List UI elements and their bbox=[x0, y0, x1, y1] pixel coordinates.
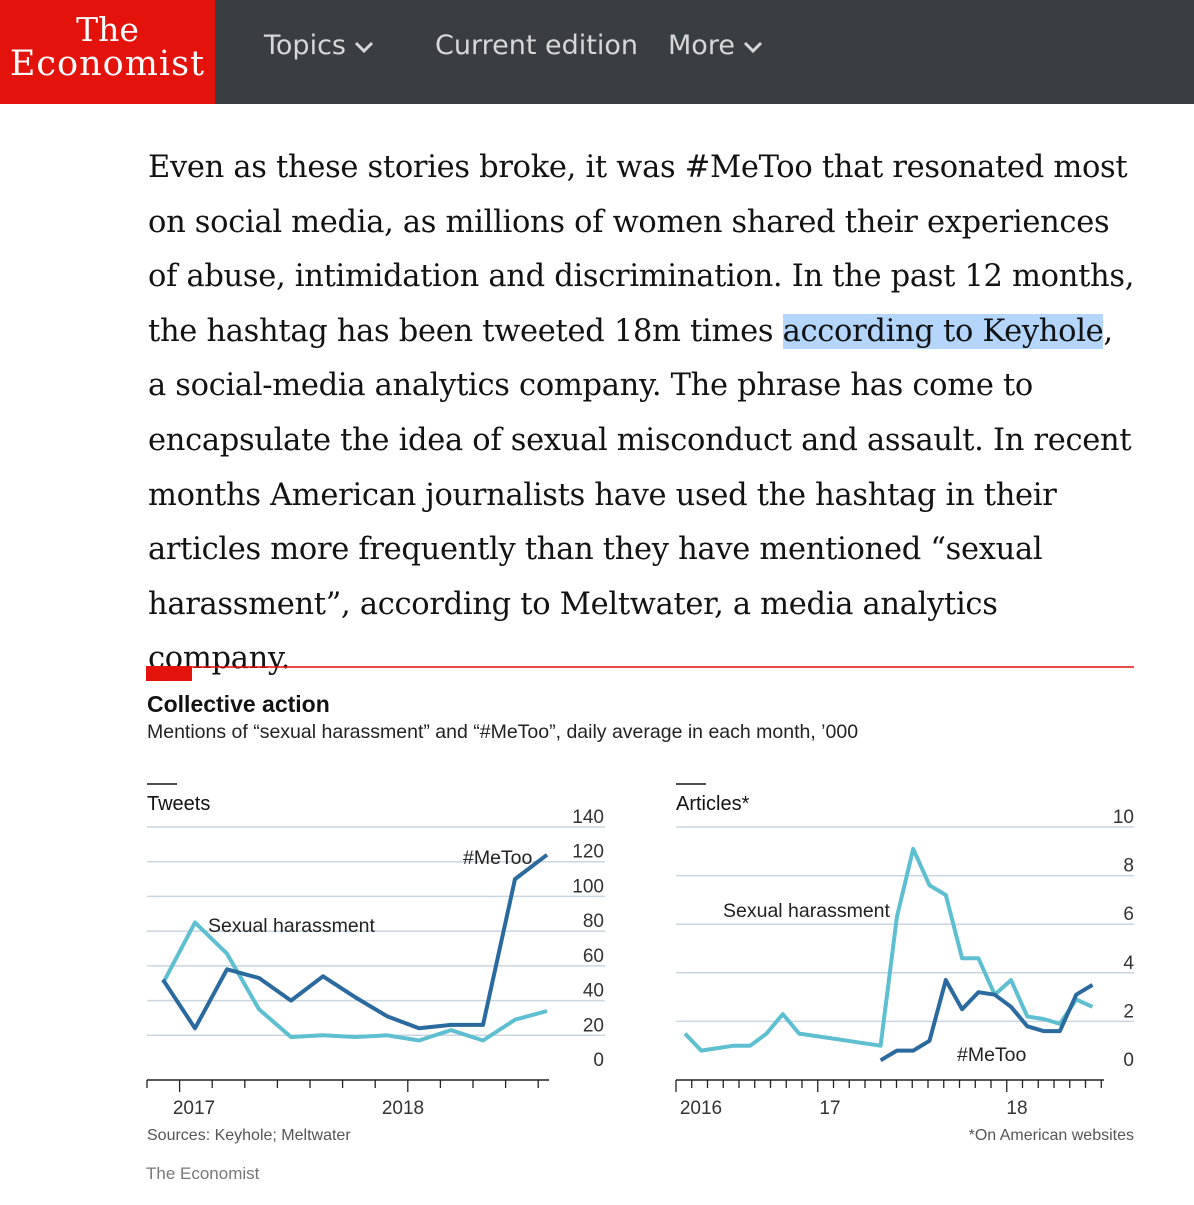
nav-current-edition[interactable]: Current edition bbox=[435, 30, 638, 61]
tweets-panel-title: Tweets bbox=[147, 793, 210, 815]
y-tick-label: 0 bbox=[593, 1050, 604, 1071]
selected-text-keyhole-link[interactable]: according to Keyhole bbox=[782, 313, 1104, 349]
nav-topics[interactable]: Topics bbox=[264, 30, 374, 61]
logo-line-2: Economist bbox=[9, 44, 206, 84]
y-tick-label: 120 bbox=[572, 842, 604, 863]
articles-panel-title: Articles* bbox=[676, 793, 750, 815]
y-tick-label: 40 bbox=[583, 981, 604, 1002]
top-navigation-bar: The Economist Topics Current edition Mor… bbox=[0, 0, 1194, 104]
paragraph-text-after: , a social-media analytics company. The … bbox=[148, 313, 1132, 677]
nav-current-edition-label: Current edition bbox=[435, 30, 638, 61]
chart-source: Sources: Keyhole; Meltwater bbox=[147, 1127, 351, 1144]
x-tick-label: 2016 bbox=[680, 1098, 722, 1119]
x-tick-label: 2018 bbox=[382, 1098, 424, 1119]
y-tick-label: 80 bbox=[583, 911, 604, 932]
articles-panel: 0 2 4 6 8 10 2016 17 18 Sexual harassment #MeToo bbox=[675, 807, 1134, 1119]
nav-topics-label: Topics bbox=[264, 30, 346, 61]
x-tick-label: 18 bbox=[1006, 1098, 1027, 1119]
nav-more[interactable]: More bbox=[668, 30, 763, 61]
y-tick-label: 10 bbox=[1113, 807, 1134, 828]
article-body: Even as these stories broke, it was #MeT… bbox=[148, 141, 1138, 687]
chart-figure: Collective action Mentions of “sexual ha… bbox=[0, 660, 1194, 1200]
chart-title: Collective action bbox=[147, 691, 330, 717]
y-tick-label: 0 bbox=[1123, 1050, 1134, 1071]
series-label: #MeToo bbox=[463, 847, 533, 869]
y-tick-label: 6 bbox=[1123, 904, 1134, 925]
chart-svg: Collective action Mentions of “sexual ha… bbox=[146, 666, 1134, 1183]
series-line-metoo bbox=[161, 853, 549, 1031]
y-tick-label: 100 bbox=[572, 876, 604, 897]
chevron-down-icon bbox=[354, 41, 374, 53]
series-label: Sexual harassment bbox=[723, 900, 891, 922]
y-tick-label: 2 bbox=[1123, 1001, 1134, 1022]
chevron-down-icon bbox=[743, 41, 762, 53]
y-tick-label: 20 bbox=[583, 1015, 604, 1036]
economist-credit: The Economist bbox=[146, 1164, 260, 1183]
paragraph-text-before: Even as these stories broke, it was #MeT… bbox=[148, 150, 1135, 349]
series-label: #MeToo bbox=[957, 1044, 1027, 1066]
series-line-sexual-harassment bbox=[161, 920, 548, 1043]
x-tick-label: 17 bbox=[819, 1098, 840, 1119]
chart-subtitle: Mentions of “sexual harassment” and “#Me… bbox=[147, 721, 858, 743]
article-paragraph: Even as these stories broke, it was #MeT… bbox=[148, 141, 1138, 687]
logo-line-1: The bbox=[76, 10, 139, 49]
chart-footnote: *On American websites bbox=[969, 1127, 1134, 1144]
tweets-panel: 0 20 40 60 80 100 120 140 2017 2018 #MeToo Sexual h… bbox=[146, 807, 605, 1119]
red-accent-tag bbox=[146, 666, 192, 681]
series-line-sexual-harassment bbox=[683, 846, 1094, 1053]
y-tick-label: 60 bbox=[583, 946, 604, 967]
x-tick-label: 2017 bbox=[173, 1098, 215, 1119]
y-tick-label: 8 bbox=[1123, 856, 1134, 877]
y-tick-label: 4 bbox=[1123, 953, 1134, 974]
economist-logo[interactable]: The Economist bbox=[0, 0, 215, 104]
series-line-metoo bbox=[879, 978, 1094, 1063]
y-tick-label: 140 bbox=[572, 807, 604, 828]
series-label: Sexual harassment bbox=[208, 915, 376, 937]
nav-more-label: More bbox=[668, 30, 735, 61]
